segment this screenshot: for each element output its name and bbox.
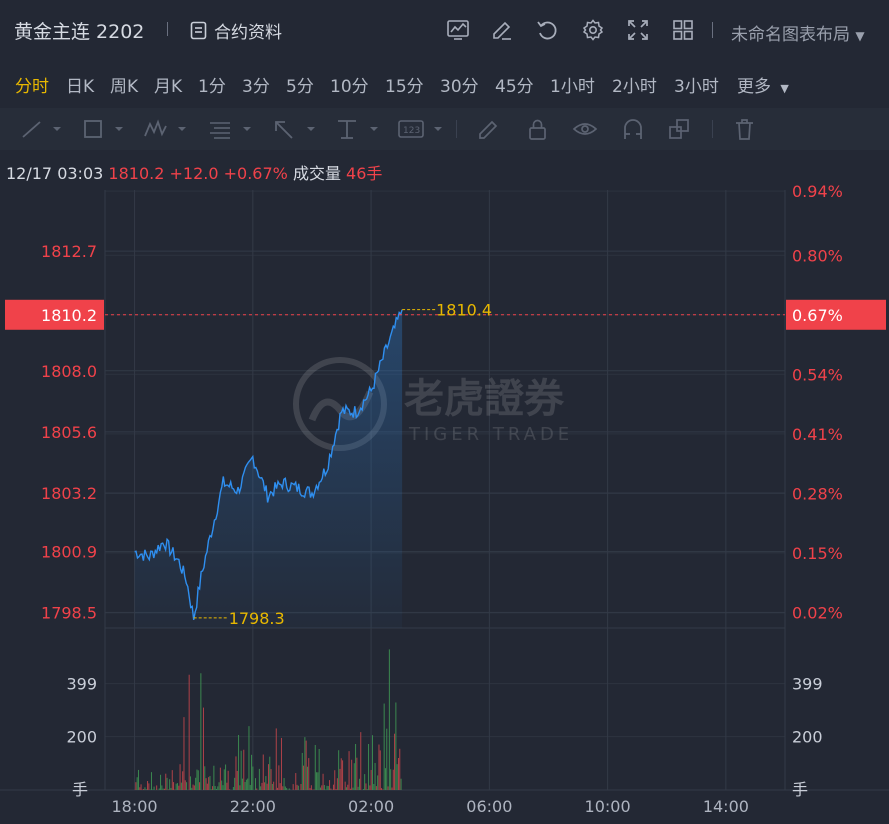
tab-more-label: 更多 — [737, 77, 771, 97]
rect-tool-icon[interactable] — [82, 118, 124, 140]
quote-change: +12.0 — [169, 164, 219, 183]
y-tick-label-right: 0.28% — [792, 484, 843, 503]
trash-icon[interactable] — [733, 118, 757, 140]
y-tick-label-left: 1805.6 — [41, 423, 97, 442]
tab-period-9[interactable]: 30分 — [440, 77, 479, 97]
tab-period-12[interactable]: 2小时 — [612, 77, 657, 97]
volume-tick-left: 399 — [66, 675, 97, 694]
divider — [456, 120, 457, 138]
volume-unit-left: 手 — [72, 780, 88, 799]
edit-icon[interactable] — [490, 18, 514, 42]
x-tick-label: 02:00 — [348, 797, 394, 816]
price-area — [134, 309, 403, 628]
instrument-title[interactable]: 黄金主连 2202 — [14, 21, 145, 43]
y-tick-label-right: 0.54% — [792, 365, 843, 384]
current-price-badge — [5, 299, 104, 330]
pen-icon[interactable] — [477, 118, 501, 140]
current-price-label: 1810.2 — [41, 306, 97, 325]
y-tick-label-left: 1798.5 — [41, 604, 97, 623]
document-icon — [190, 21, 207, 40]
divider — [712, 120, 713, 138]
x-tick-label: 10:00 — [585, 797, 631, 816]
caret-down-icon: ▼ — [855, 29, 865, 43]
volume-bars — [134, 649, 402, 790]
tab-period-7[interactable]: 10分 — [330, 77, 369, 97]
fullscreen-icon[interactable] — [626, 18, 650, 42]
tab-period-0[interactable]: 分时 — [15, 77, 49, 97]
wave-tool-icon[interactable] — [143, 118, 187, 140]
y-tick-label-left: 1803.2 — [41, 484, 97, 503]
high-label: 1810.4 — [436, 301, 492, 320]
tab-period-8[interactable]: 15分 — [385, 77, 424, 97]
tab-period-5[interactable]: 3分 — [242, 77, 270, 97]
layout-selector[interactable]: 未命名图表布局 ▼ — [731, 20, 865, 45]
y-tick-label-left: 1800.9 — [41, 543, 97, 562]
tab-period-10[interactable]: 45分 — [495, 77, 534, 97]
volume-tick-left: 200 — [66, 728, 97, 747]
layers-icon[interactable] — [668, 118, 692, 140]
grid-icon[interactable] — [671, 18, 695, 42]
caret-down-icon: ▼ — [780, 82, 789, 95]
current-pct-label: 0.67% — [792, 306, 843, 325]
x-tick-label: 22:00 — [230, 797, 276, 816]
x-tick-label: 06:00 — [466, 797, 512, 816]
svg-text:123: 123 — [403, 126, 420, 136]
y-tick-label-right: 0.02% — [792, 603, 843, 622]
y-tick-label-right: 0.41% — [792, 425, 843, 444]
eye-icon[interactable] — [572, 118, 598, 140]
y-tick-label-right: 0.15% — [792, 544, 843, 563]
tab-period-4[interactable]: 1分 — [198, 77, 226, 97]
fib-tool-icon[interactable] — [208, 118, 252, 140]
tab-period-13[interactable]: 3小时 — [674, 77, 719, 97]
measure-tool-icon[interactable] — [335, 118, 379, 140]
tab-period-6[interactable]: 5分 — [286, 77, 314, 97]
quote-change-pct: +0.67% — [223, 164, 288, 183]
layout-label: 未命名图表布局 — [731, 25, 850, 45]
tab-period-2[interactable]: 周K — [110, 77, 139, 97]
y-tick-label-right: 0.80% — [792, 246, 843, 265]
x-tick-label: 14:00 — [703, 797, 749, 816]
top-bar: 黄金主连 2202 合约资料 — [0, 0, 889, 60]
tab-period-3[interactable]: 月K — [154, 77, 183, 97]
quote-info: 12/17 03:03 1810.2 +12.0 +0.67% 成交量 46手 — [6, 160, 382, 184]
magnet-icon[interactable] — [621, 118, 645, 140]
x-tick-label: 18:00 — [112, 797, 158, 816]
y-tick-label-right: 0.94% — [792, 182, 843, 201]
current-pct-badge — [786, 299, 886, 330]
quote-price: 1810.2 — [108, 164, 165, 183]
price-line — [134, 309, 403, 621]
low-label: 1798.3 — [229, 609, 285, 628]
contract-info-button[interactable]: 合约资料 — [190, 18, 282, 43]
tab-more[interactable]: 更多 ▼ — [737, 72, 789, 97]
lock-icon[interactable] — [526, 118, 550, 140]
text-tool-icon[interactable]: 123 — [397, 118, 443, 140]
arrow-tool-icon[interactable] — [272, 118, 316, 140]
volume-tick-right: 200 — [792, 728, 823, 747]
y-tick-label-left: 1812.7 — [41, 242, 97, 261]
y-tick-label-left: 1808.0 — [41, 362, 97, 381]
divider — [167, 22, 168, 36]
period-tabs: 分时 日K 周K 月K 1分 3分 5分 10分 15分 30分 45分 1小时… — [0, 64, 889, 104]
volume-label: 成交量 — [292, 164, 341, 183]
chart-line-icon[interactable] — [446, 18, 470, 42]
watermark-cn: 老虎證券 — [404, 376, 565, 422]
settings-icon[interactable] — [581, 18, 605, 42]
volume-tick-right: 399 — [792, 675, 823, 694]
volume-unit-right: 手 — [792, 780, 808, 799]
tab-period-11[interactable]: 1小时 — [550, 77, 595, 97]
drawing-toolbar: 123 — [0, 108, 889, 150]
quote-datetime: 12/17 03:03 — [6, 164, 104, 183]
watermark-en: TIGER TRADE — [408, 424, 573, 445]
contract-info-label: 合约资料 — [214, 23, 282, 43]
line-tool-icon[interactable] — [20, 118, 62, 140]
undo-icon[interactable] — [535, 18, 559, 42]
quote-volume: 46手 — [346, 164, 383, 183]
divider — [712, 22, 713, 38]
tab-period-1[interactable]: 日K — [66, 77, 95, 97]
